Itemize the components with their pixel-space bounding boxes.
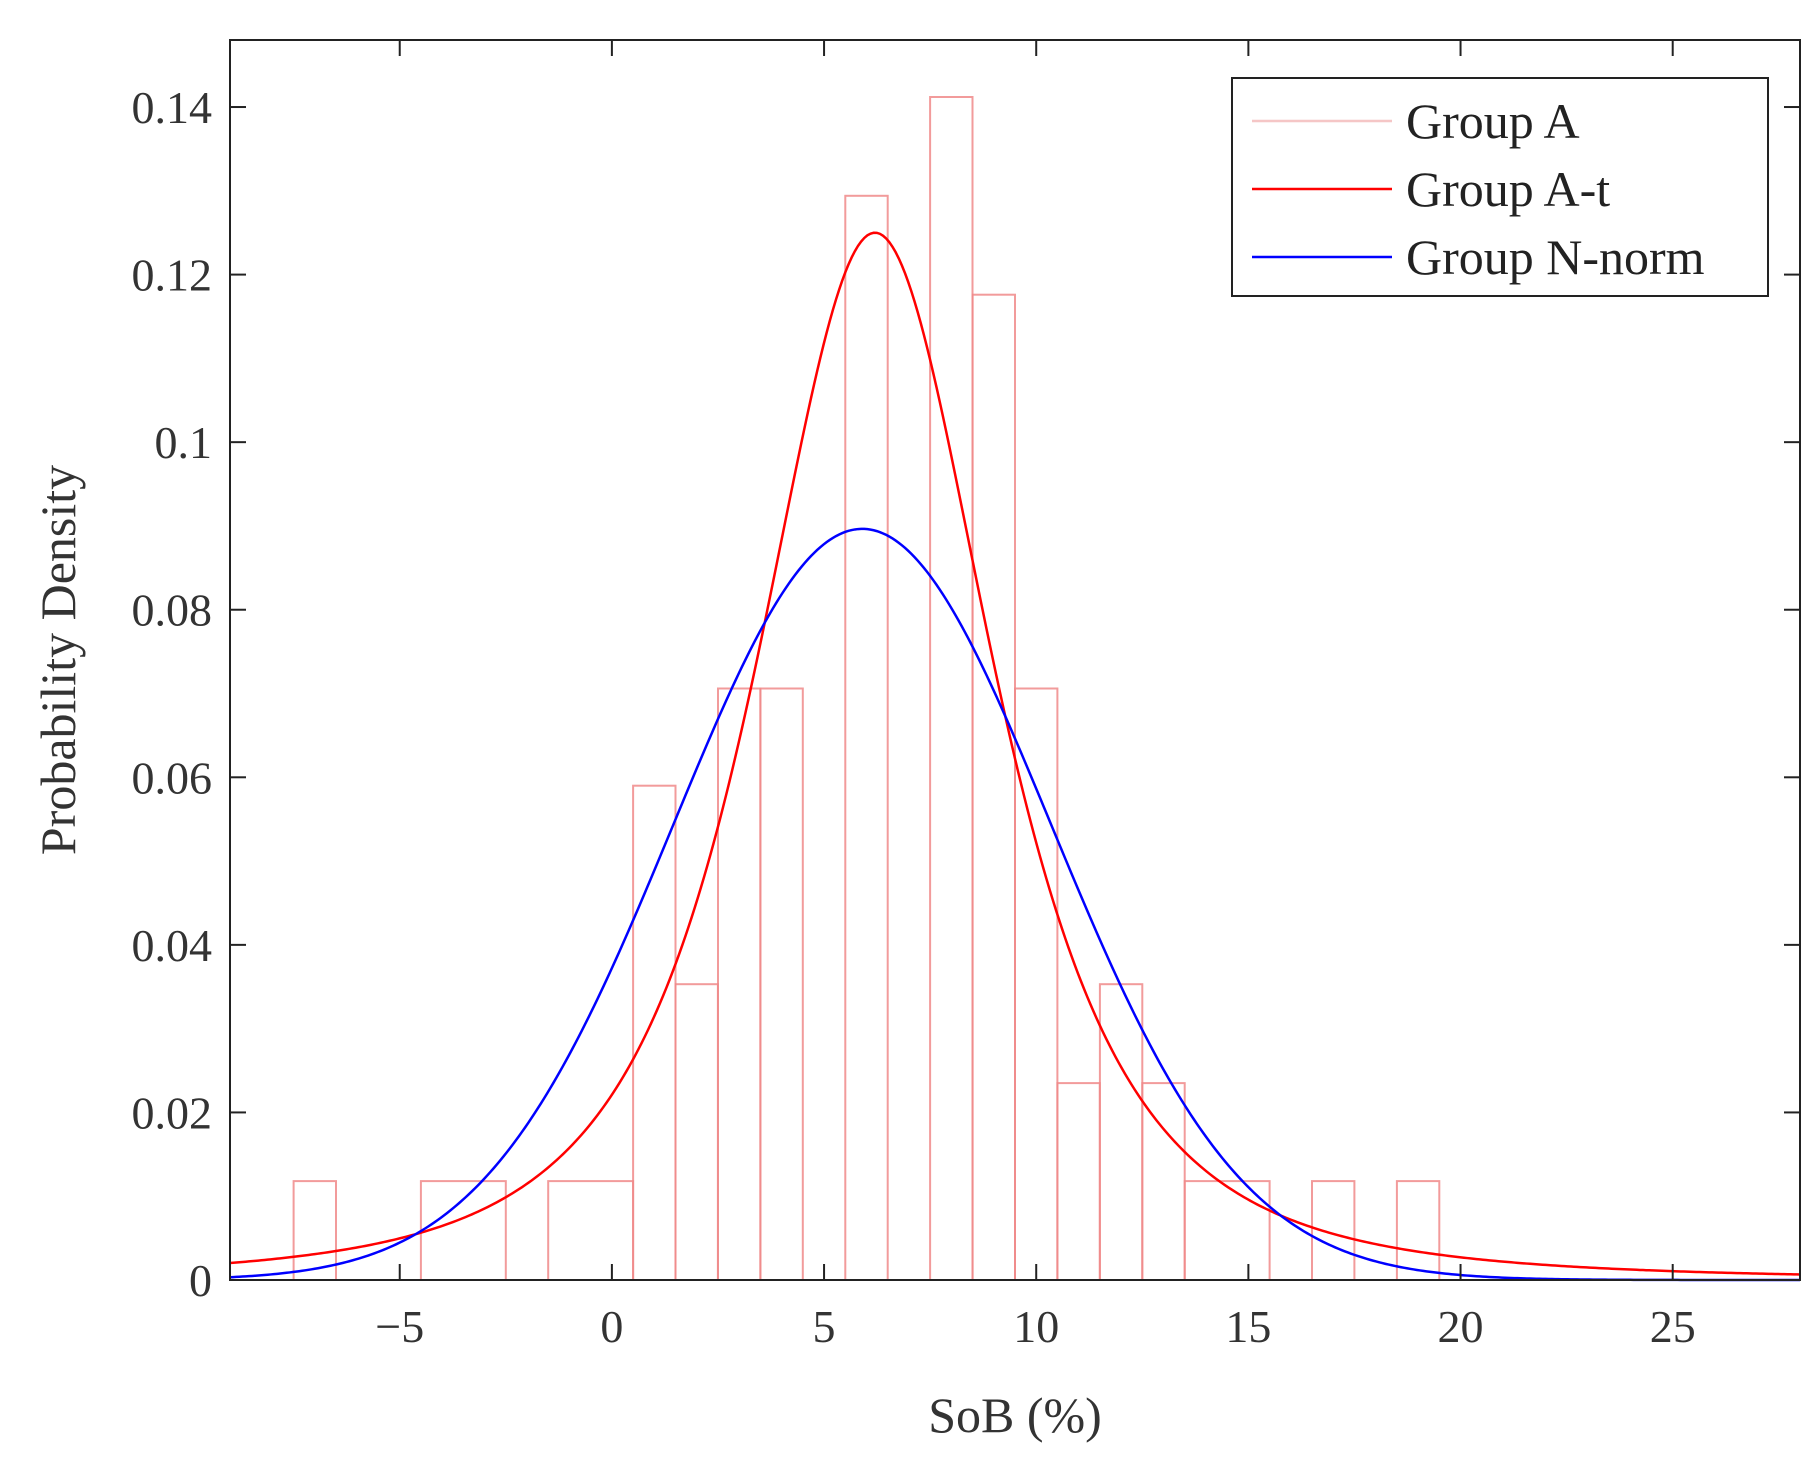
x-tick-label: −5 [375, 1301, 424, 1352]
curve-group-n-norm [229, 527, 1800, 1282]
legend-label-group-a-t: Group A-t [1406, 161, 1610, 217]
legend[interactable]: Group A Group A-t Group N-norm [1231, 77, 1769, 297]
x-tick-label: 10 [1013, 1301, 1059, 1352]
legend-box [1231, 77, 1769, 297]
y-tick-label: 0.08 [132, 585, 213, 636]
y-axis-label: Probability Density [30, 465, 86, 855]
y-tick-label: 0.1 [155, 417, 213, 468]
y-tick-label: 0.02 [132, 1087, 213, 1138]
legend-label-group-a: Group A [1406, 93, 1580, 149]
x-axis-ticks: −5 0 5 10 15 20 25 [375, 40, 1696, 1352]
x-tick-label: 5 [813, 1301, 836, 1352]
x-tick-label: 15 [1225, 1301, 1271, 1352]
x-axis-label: SoB (%) [928, 1387, 1102, 1443]
curve-group-a-t [229, 231, 1801, 1276]
y-tick-label: 0.14 [132, 82, 213, 133]
x-tick-label: 0 [600, 1301, 623, 1352]
y-tick-label: 0 [189, 1255, 212, 1306]
fit-curves [229, 231, 1801, 1282]
y-tick-label: 0.12 [132, 250, 213, 301]
x-tick-label: 25 [1650, 1301, 1696, 1352]
x-tick-label: 20 [1438, 1301, 1484, 1352]
y-axis-ticks: 0 0.02 0.04 0.06 0.08 0.1 0.12 0.14 [132, 82, 1800, 1306]
legend-label-group-n-norm: Group N-norm [1406, 229, 1705, 285]
plot-frame [229, 39, 1801, 1281]
y-tick-label: 0.06 [132, 752, 213, 803]
y-tick-label: 0.04 [132, 920, 213, 971]
